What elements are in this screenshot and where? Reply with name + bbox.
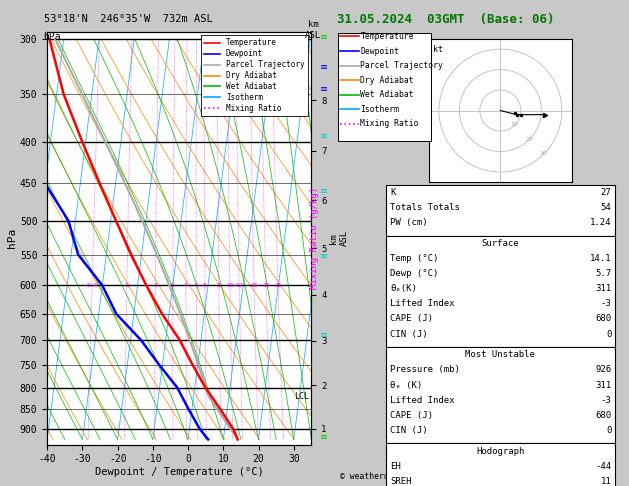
Text: ≡: ≡ — [320, 251, 328, 260]
Y-axis label: hPa: hPa — [7, 228, 17, 248]
Text: 8: 8 — [217, 282, 221, 288]
Text: ≡: ≡ — [320, 62, 328, 72]
Text: Mixing Ratio (g/kg): Mixing Ratio (g/kg) — [310, 187, 319, 289]
X-axis label: Dewpoint / Temperature (°C): Dewpoint / Temperature (°C) — [95, 467, 264, 477]
Text: 12: 12 — [235, 282, 243, 288]
Text: 20: 20 — [525, 137, 533, 142]
Text: Temp (°C): Temp (°C) — [390, 254, 438, 263]
Text: θₑ(K): θₑ(K) — [390, 284, 417, 294]
Text: LCL: LCL — [294, 392, 309, 401]
Text: Dewpoint: Dewpoint — [360, 47, 399, 55]
Text: PW (cm): PW (cm) — [390, 218, 428, 227]
Text: 2: 2 — [153, 282, 157, 288]
Text: EH: EH — [390, 462, 401, 471]
Text: 5.7: 5.7 — [595, 269, 611, 278]
Text: CIN (J): CIN (J) — [390, 330, 428, 339]
Text: K: K — [390, 188, 396, 197]
Text: Most Unstable: Most Unstable — [465, 350, 535, 360]
Text: 27: 27 — [601, 188, 611, 197]
Text: ≡: ≡ — [320, 330, 328, 340]
Text: 10: 10 — [511, 122, 518, 127]
Text: 0: 0 — [606, 330, 611, 339]
Text: SREH: SREH — [390, 477, 411, 486]
Text: 25: 25 — [274, 282, 282, 288]
Text: ≡: ≡ — [320, 84, 328, 94]
Text: Pressure (mb): Pressure (mb) — [390, 365, 460, 375]
Text: Dry Adiabat: Dry Adiabat — [360, 76, 414, 85]
Text: ≡: ≡ — [320, 131, 328, 141]
Text: 4: 4 — [184, 282, 188, 288]
Text: 1: 1 — [125, 282, 129, 288]
Legend: Temperature, Dewpoint, Parcel Trajectory, Dry Adiabat, Wet Adiabat, Isotherm, Mi: Temperature, Dewpoint, Parcel Trajectory… — [201, 35, 308, 116]
Text: Dewp (°C): Dewp (°C) — [390, 269, 438, 278]
Text: 5: 5 — [194, 282, 198, 288]
Text: Surface: Surface — [482, 239, 519, 248]
Text: CAPE (J): CAPE (J) — [390, 411, 433, 420]
Text: Hodograph: Hodograph — [476, 447, 525, 456]
Text: CIN (J): CIN (J) — [390, 426, 428, 435]
Text: Parcel Trajectory: Parcel Trajectory — [360, 61, 443, 70]
Text: θₑ (K): θₑ (K) — [390, 381, 422, 390]
Text: km
ASL: km ASL — [305, 20, 321, 40]
Text: 1.24: 1.24 — [590, 218, 611, 227]
Text: Mixing Ratio: Mixing Ratio — [360, 120, 419, 128]
Text: -44: -44 — [595, 462, 611, 471]
Text: -3: -3 — [601, 396, 611, 405]
Text: 0: 0 — [606, 426, 611, 435]
Text: ≡: ≡ — [320, 432, 328, 442]
Text: 10: 10 — [226, 282, 233, 288]
Text: 311: 311 — [595, 381, 611, 390]
Text: 53°18'N  246°35'W  732m ASL: 53°18'N 246°35'W 732m ASL — [44, 15, 213, 24]
Text: Lifted Index: Lifted Index — [390, 396, 455, 405]
Text: 20: 20 — [262, 282, 270, 288]
Text: 926: 926 — [595, 365, 611, 375]
Text: Lifted Index: Lifted Index — [390, 299, 455, 309]
Text: 54: 54 — [601, 203, 611, 212]
Text: ≡: ≡ — [320, 186, 328, 196]
Text: hPa: hPa — [43, 32, 60, 42]
Text: 30: 30 — [540, 151, 547, 156]
Text: Totals Totals: Totals Totals — [390, 203, 460, 212]
Text: -3: -3 — [601, 299, 611, 309]
Text: Isotherm: Isotherm — [360, 105, 399, 114]
Text: © weatheronline.co.uk: © weatheronline.co.uk — [340, 472, 442, 481]
Text: 311: 311 — [595, 284, 611, 294]
Text: ≡: ≡ — [320, 32, 328, 42]
Text: Temperature: Temperature — [360, 32, 414, 41]
Text: 680: 680 — [595, 411, 611, 420]
Text: 6: 6 — [203, 282, 207, 288]
Text: CAPE (J): CAPE (J) — [390, 314, 433, 324]
Text: 0.4: 0.4 — [86, 282, 97, 288]
Text: 14.1: 14.1 — [590, 254, 611, 263]
Text: 11: 11 — [601, 477, 611, 486]
Text: kt: kt — [433, 45, 443, 54]
Text: 16: 16 — [250, 282, 258, 288]
Text: 680: 680 — [595, 314, 611, 324]
Y-axis label: km
ASL: km ASL — [329, 230, 348, 246]
Text: Wet Adiabat: Wet Adiabat — [360, 90, 414, 99]
Text: 3: 3 — [171, 282, 175, 288]
Text: 31.05.2024  03GMT  (Base: 06): 31.05.2024 03GMT (Base: 06) — [337, 13, 554, 26]
